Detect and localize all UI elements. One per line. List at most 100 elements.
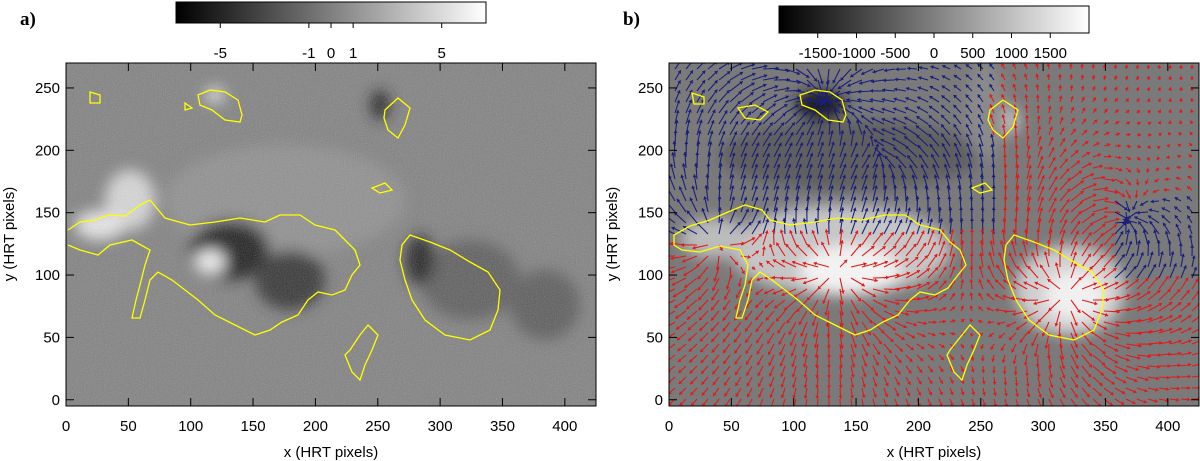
field-vector-head [1002, 371, 1007, 375]
field-vector-head [965, 104, 970, 109]
x-axis-title-a: x (HRT pixels) [284, 444, 378, 461]
field-vector-head [951, 331, 956, 336]
field-vector-head [866, 142, 870, 147]
field-vector-head [1001, 73, 1005, 78]
field-vector-head [743, 152, 748, 157]
field-vector-head [1146, 157, 1151, 161]
field-vector-head [685, 130, 690, 134]
field-vector-head [965, 114, 970, 118]
field-vector-head [1145, 377, 1149, 382]
x-tick-label: 150 [844, 418, 869, 435]
colorbar-b-ticks: -1500 -1000 -500 0 500 1000 1500 [799, 33, 1067, 62]
field-vector-head [799, 142, 804, 146]
field-vector-head [1145, 169, 1150, 173]
field-vector-head [829, 88, 834, 93]
field-vector-head [946, 185, 951, 189]
field-vector-head [793, 113, 797, 117]
field-vector-head [1148, 132, 1152, 137]
field-vector-head [1025, 383, 1030, 387]
field-vector-head [941, 124, 945, 128]
field-vector-head [794, 207, 799, 211]
field-vector-head [692, 245, 696, 250]
field-vector-head [783, 104, 788, 108]
x-tick-label: 250 [365, 418, 390, 435]
field-vector-head [988, 333, 993, 337]
field-vector-head [754, 174, 758, 179]
field-vector-head [894, 259, 899, 264]
field-vector-head [726, 80, 731, 84]
field-vector-head [788, 142, 793, 147]
field-vector-head [676, 336, 681, 341]
field-vector-head [811, 120, 815, 125]
field-vector-head [989, 73, 993, 78]
field-vector-head [820, 91, 824, 96]
field-vector-head [949, 391, 954, 396]
field-vector-head [772, 259, 777, 263]
field-vector-head [942, 332, 946, 336]
field-vector-head [717, 185, 722, 189]
field-vector-head [872, 293, 876, 298]
field-vector-head [1111, 381, 1115, 385]
field-vector-head [899, 348, 903, 352]
field-vector [883, 398, 887, 406]
field-vector-head [948, 207, 953, 211]
field-vector-head [1104, 109, 1108, 113]
field-vector-head [905, 312, 910, 317]
field-vector-head [817, 285, 822, 290]
field-vector-head [1178, 351, 1182, 356]
field-vector-head [1038, 146, 1043, 150]
field-vector-head [1054, 262, 1059, 266]
field-vector-head [748, 280, 752, 284]
field-vector-head [776, 174, 780, 179]
y-tick-label: 200 [35, 142, 60, 159]
field-vector-head [739, 71, 744, 76]
field-vector-head [837, 85, 842, 90]
field-vector-head [698, 296, 702, 301]
field-vector-head [830, 185, 834, 189]
field-vector-head [1066, 199, 1070, 203]
field-vector-head [951, 306, 956, 310]
field-vector-head [867, 331, 871, 336]
field-vector-head [839, 364, 844, 369]
field-vector-head [978, 153, 983, 157]
field-vector-head [1149, 221, 1154, 225]
field-vector-head [780, 122, 785, 127]
colorbar-a [175, 1, 487, 24]
field-vector-head [1168, 87, 1173, 91]
field-vector-head [1027, 196, 1032, 200]
field-vector-head [688, 348, 693, 352]
field-vector-head [1080, 74, 1085, 78]
field-vector [736, 398, 742, 406]
field-vector-head [769, 122, 773, 127]
field-vector-head [1046, 73, 1051, 78]
field-vector-head [1024, 94, 1029, 98]
field-vector-head [989, 240, 994, 244]
field-vector-head [1113, 75, 1118, 80]
field-vector-head [1136, 210, 1140, 215]
y-tick-label: 0 [655, 392, 663, 409]
field-vector-head [1006, 323, 1010, 328]
field-vector-head [1058, 95, 1063, 99]
field-vector-head [1014, 207, 1019, 211]
field-vector-head [969, 279, 974, 283]
field-vector-head [723, 306, 727, 311]
field-vector-head [1157, 98, 1162, 102]
field-vector-head [1097, 403, 1102, 406]
field-vector-head [747, 111, 752, 116]
field-vector-head [977, 94, 982, 98]
field-vector-head [1081, 107, 1086, 112]
field-vector-head [1067, 178, 1071, 182]
field-vector-head [771, 275, 775, 280]
field-vector-head [929, 218, 934, 222]
field-vector-head [1162, 222, 1167, 227]
field-vector-head [1176, 397, 1180, 402]
field-vector-head [750, 92, 754, 96]
field-vector-head [1124, 75, 1129, 80]
field-vector-head [978, 133, 982, 138]
field-vector-head [1105, 196, 1109, 201]
field-vector-head [696, 263, 700, 268]
field-vector-head [700, 348, 704, 353]
field-vector-head [772, 290, 777, 295]
field-vector-head [1138, 221, 1142, 225]
field-vector-head [791, 363, 796, 367]
